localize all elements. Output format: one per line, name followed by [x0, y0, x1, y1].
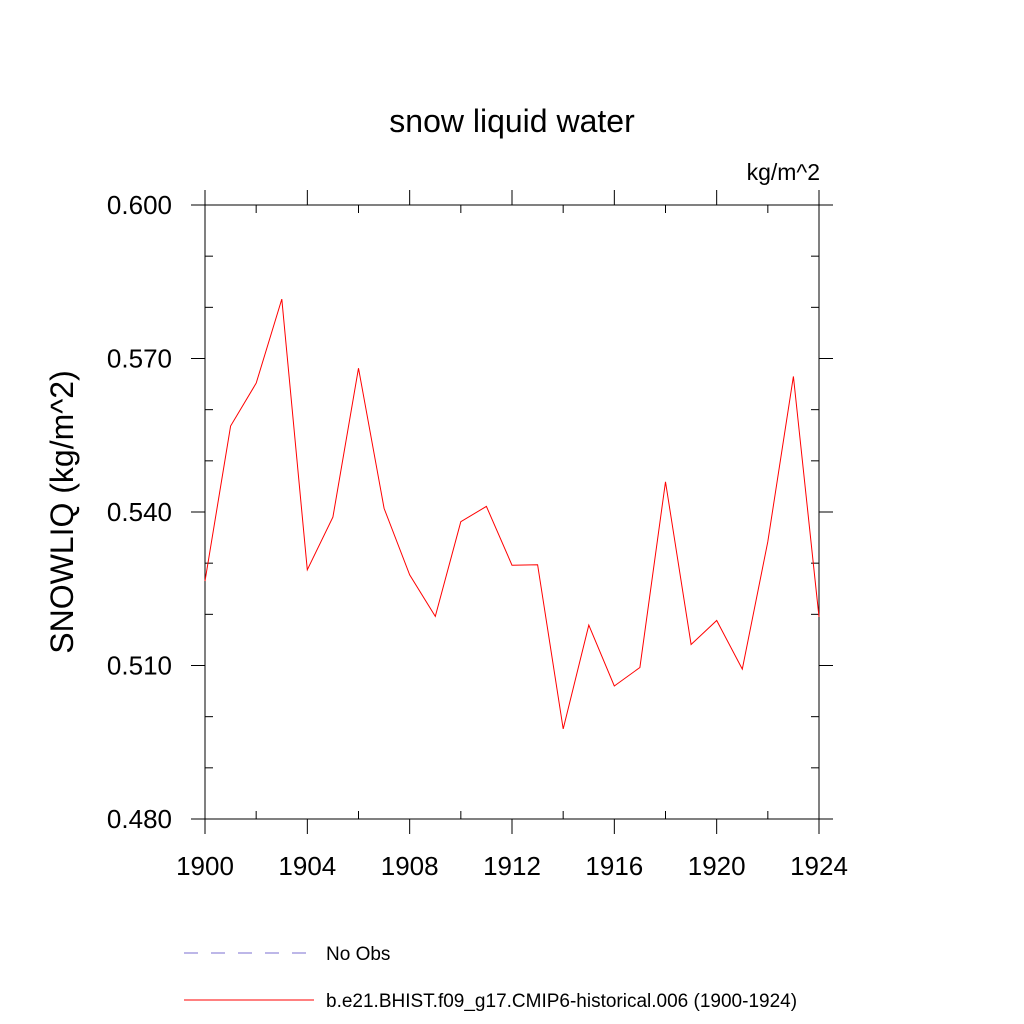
- chart-title: snow liquid water: [389, 103, 635, 139]
- x-tick-label: 1916: [585, 851, 643, 881]
- x-tick-label: 1904: [278, 851, 336, 881]
- legend-label: No Obs: [326, 944, 390, 965]
- x-tick-label: 1924: [790, 851, 848, 881]
- y-tick-label: 0.600: [107, 190, 172, 220]
- axis-tick-labels: 1900 1904 1908 1912 1916 1920 1924 0.480 0.510 0.…: [107, 190, 848, 881]
- x-tick-label: 1912: [483, 851, 541, 881]
- x-tick-label: 1900: [176, 851, 234, 881]
- plot-frame: [204, 204, 820, 820]
- units-label: kg/m^2: [747, 159, 820, 185]
- series-layer: [204, 298, 820, 730]
- legend-label: b.e21.BHIST.f09_g17.CMIP6-historical.006…: [326, 991, 797, 1012]
- y-tick-label: 0.510: [107, 651, 172, 681]
- axis-ticks: [191, 190, 833, 834]
- y-tick-label: 0.480: [107, 804, 172, 834]
- legend: No Obs b.e21.BHIST.f09_g17.CMIP6-historic…: [184, 944, 797, 1012]
- y-tick-label: 0.570: [107, 344, 172, 374]
- x-tick-label: 1908: [381, 851, 439, 881]
- y-axis-label: SNOWLIQ (kg/m^2): [44, 370, 80, 653]
- series-line: [204, 298, 820, 730]
- x-tick-label: 1920: [688, 851, 746, 881]
- y-tick-label: 0.540: [107, 497, 172, 527]
